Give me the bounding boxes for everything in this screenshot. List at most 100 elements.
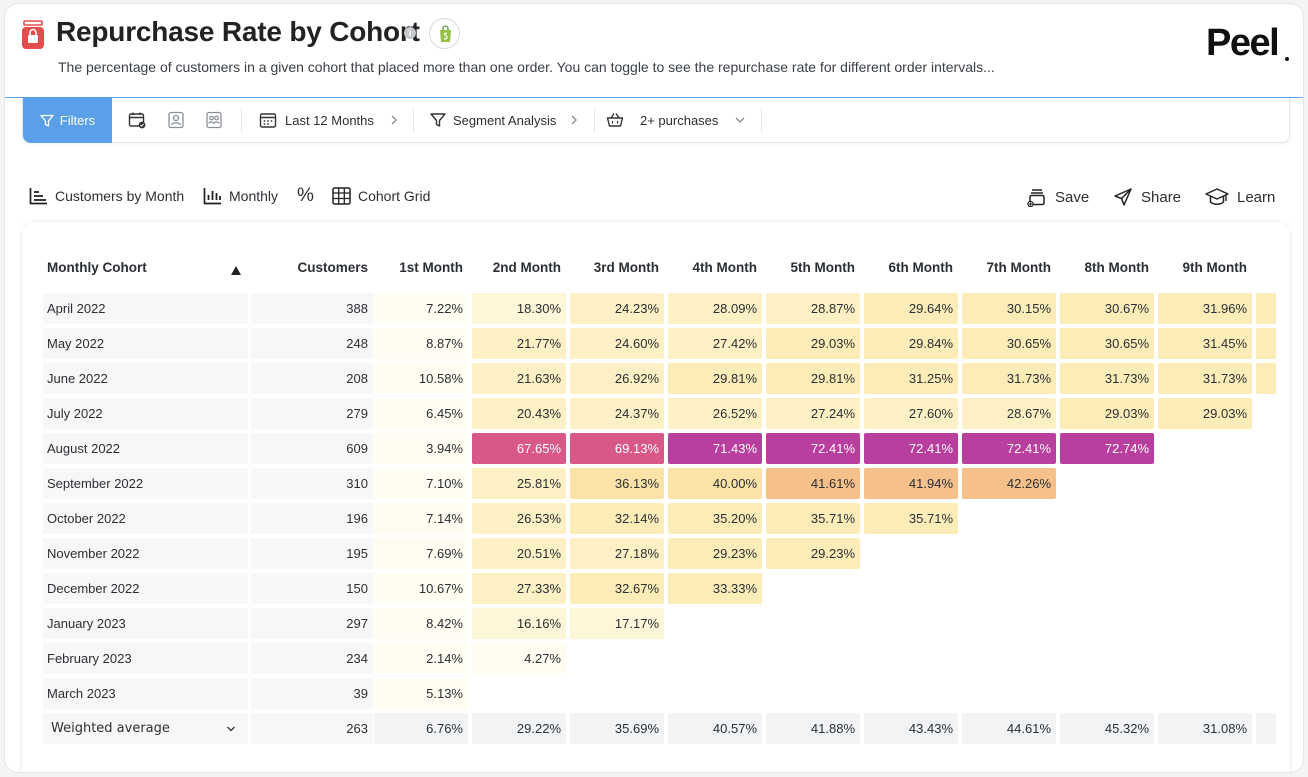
- people-icon[interactable]: [205, 111, 223, 129]
- retention-cell: 24.60%: [570, 328, 664, 359]
- retention-cell: 24.37%: [570, 398, 664, 429]
- report-window: Repurchase Rate by Cohort i The percenta…: [4, 3, 1304, 773]
- retention-cell: 28.09%: [668, 293, 762, 324]
- filter-separator: [241, 108, 242, 133]
- cohort-label: May 2022: [43, 328, 248, 359]
- retention-cell: 29.84%: [864, 328, 958, 359]
- retention-cell: 31.45%: [1158, 328, 1252, 359]
- retention-cell: 5.13%: [374, 678, 468, 709]
- filter-separator: [761, 108, 762, 133]
- column-header: 2nd Month: [492, 260, 561, 275]
- customers-by-month-label: Customers by Month: [55, 188, 185, 204]
- peel-logo: Peel: [1206, 22, 1280, 64]
- column-header: 3rd Month: [593, 260, 659, 275]
- retention-cell: 42.26%: [962, 468, 1056, 499]
- filter-separator: [594, 108, 595, 133]
- share-icon: [1114, 188, 1132, 206]
- weighted-average-selector[interactable]: Weighted average: [43, 713, 248, 744]
- retention-cell: 72.41%: [864, 433, 958, 464]
- page-subtitle: The percentage of customers in a given c…: [58, 59, 995, 75]
- cohort-table-card: Monthly Cohort Customers 1st Month 2nd Mont…: [22, 222, 1290, 772]
- retention-cell: 30.67%: [1060, 293, 1154, 324]
- column-header: Customers: [297, 260, 368, 275]
- filter-icon: [40, 114, 54, 127]
- column-header: 9th Month: [1182, 260, 1247, 275]
- learn-button[interactable]: Learn: [1205, 185, 1275, 209]
- cohort-label: November 2022: [43, 538, 248, 569]
- calendar-icon: [259, 113, 277, 128]
- retention-cell: 31.25%: [864, 363, 958, 394]
- cohort-label: June 2022: [43, 363, 248, 394]
- retention-cell: 35.71%: [864, 503, 958, 534]
- basket-icon: [606, 113, 624, 127]
- retention-cell: 21.63%: [472, 363, 566, 394]
- retention-cell: 27.60%: [864, 398, 958, 429]
- retention-cell: 29.64%: [864, 293, 958, 324]
- retention-cell: 27.33%: [472, 573, 566, 604]
- sort-asc-icon[interactable]: [231, 266, 241, 275]
- percent-toggle[interactable]: %: [297, 185, 314, 206]
- retention-cell-overflow: [1256, 293, 1276, 324]
- app-bag-icon: [22, 20, 44, 49]
- average-cell-overflow: [1256, 713, 1276, 744]
- retention-cell: 6.45%: [374, 398, 468, 429]
- retention-cell: 72.41%: [962, 433, 1056, 464]
- retention-cell: 71.43%: [668, 433, 762, 464]
- peel-logo-dot: [1285, 57, 1289, 61]
- retention-cell: 30.15%: [962, 293, 1056, 324]
- retention-cell: 31.73%: [1158, 363, 1252, 394]
- learn-icon: [1205, 188, 1229, 205]
- person-icon[interactable]: [167, 111, 185, 129]
- chevron-down-icon[interactable]: [734, 114, 746, 126]
- customer-count: 609: [251, 433, 373, 464]
- average-cell: 40.57%: [668, 713, 762, 744]
- info-icon[interactable]: i: [404, 27, 416, 39]
- purchases-selector[interactable]: 2+ purchases: [640, 113, 719, 128]
- cohort-grid-toggle[interactable]: Cohort Grid: [332, 184, 430, 208]
- average-cell: 41.88%: [766, 713, 860, 744]
- retention-cell: 29.23%: [766, 538, 860, 569]
- customer-count: 388: [251, 293, 373, 324]
- cohort-label: March 2023: [43, 678, 248, 709]
- column-header: 4th Month: [692, 260, 757, 275]
- save-button[interactable]: Save: [1027, 185, 1089, 209]
- filter-icon: [430, 113, 446, 127]
- retention-cell: 7.22%: [374, 293, 468, 324]
- retention-cell: 29.23%: [668, 538, 762, 569]
- average-cell: 44.61%: [962, 713, 1056, 744]
- retention-cell: 32.14%: [570, 503, 664, 534]
- filters-button[interactable]: Filters: [23, 98, 112, 143]
- cohort-label: December 2022: [43, 573, 248, 604]
- share-label: Share: [1141, 188, 1182, 206]
- retention-cell: 28.87%: [766, 293, 860, 324]
- monthly-toggle[interactable]: Monthly: [203, 184, 278, 208]
- customer-count: 39: [251, 678, 373, 709]
- date-range-selector[interactable]: Last 12 Months: [285, 113, 374, 128]
- retention-cell: 33.33%: [668, 573, 762, 604]
- retention-cell: 29.81%: [668, 363, 762, 394]
- retention-cell: 29.03%: [1060, 398, 1154, 429]
- customers-by-month-toggle[interactable]: Customers by Month: [29, 184, 184, 208]
- column-header: 1st Month: [399, 260, 463, 275]
- average-cell: 31.08%: [1158, 713, 1252, 744]
- column-header: 5th Month: [790, 260, 855, 275]
- chevron-right-icon: [571, 115, 577, 125]
- calendar-check-icon[interactable]: [128, 111, 146, 129]
- average-cell: 35.69%: [570, 713, 664, 744]
- column-header[interactable]: Monthly Cohort: [47, 260, 147, 275]
- average-cell: 43.43%: [864, 713, 958, 744]
- retention-cell: 26.92%: [570, 363, 664, 394]
- cohort-label: February 2023: [43, 643, 248, 674]
- bar-chart-horizontal-icon: [29, 188, 47, 205]
- retention-cell: 35.71%: [766, 503, 860, 534]
- chevron-down-icon[interactable]: [226, 725, 236, 733]
- average-cell: 6.76%: [374, 713, 468, 744]
- column-header: 7th Month: [986, 260, 1051, 275]
- segment-selector[interactable]: Segment Analysis: [453, 113, 557, 128]
- cohort-label: September 2022: [43, 468, 248, 499]
- retention-cell: 41.61%: [766, 468, 860, 499]
- retention-cell: 17.17%: [570, 608, 664, 639]
- shopify-icon: [429, 18, 460, 49]
- customer-count: 150: [251, 573, 373, 604]
- share-button[interactable]: Share: [1113, 185, 1181, 209]
